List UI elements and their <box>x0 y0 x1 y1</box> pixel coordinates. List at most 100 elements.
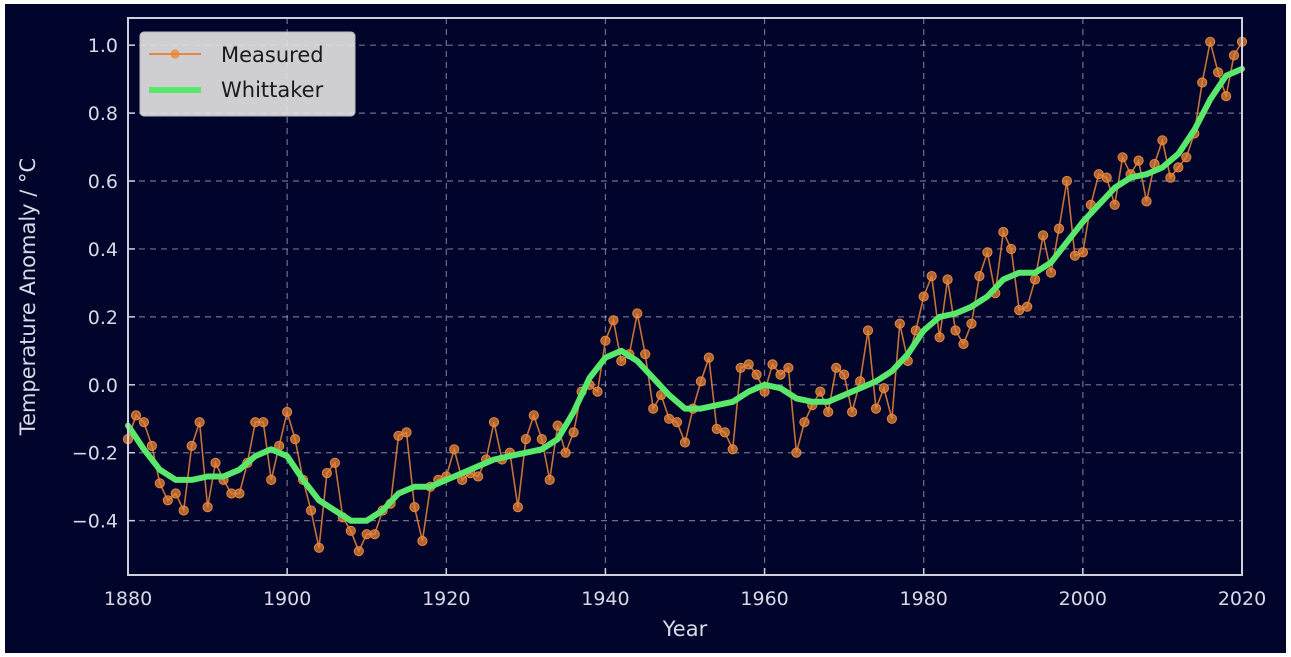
legend-label-measured: Measured <box>221 43 324 67</box>
measured-point <box>831 362 842 373</box>
measured-point <box>409 502 420 513</box>
measured-point <box>727 444 738 455</box>
x-tick-label: 1960 <box>740 588 788 610</box>
measured-point <box>512 502 524 513</box>
measured-point <box>600 335 611 346</box>
measured-point <box>608 315 619 326</box>
legend-label-whittaker: Whittaker <box>221 78 324 102</box>
chart-figure: 1880 1900 1920 1940 1960 1980 2000 2020 −0.4 −0.2… <box>5 4 1286 653</box>
y-tick-label: 1.0 <box>88 35 118 57</box>
measured-point <box>313 542 325 553</box>
measured-point <box>1173 162 1184 173</box>
measured-point <box>894 318 905 329</box>
measured-point <box>743 359 754 370</box>
x-tick-label: 1900 <box>263 588 311 610</box>
measured-point <box>1053 223 1065 234</box>
measured-point <box>695 376 707 387</box>
y-tick-label: −0.4 <box>72 511 118 533</box>
measured-point <box>1045 267 1057 278</box>
measured-point <box>974 271 985 282</box>
measured-point <box>982 247 993 258</box>
measured-point <box>266 474 277 485</box>
measured-series-line <box>127 41 1243 554</box>
measured-point <box>488 417 500 428</box>
measured-point <box>632 308 643 319</box>
measured-point <box>1165 172 1176 183</box>
measured-point <box>1077 247 1089 258</box>
x-tick-label: 1880 <box>104 588 152 610</box>
plot-area-border <box>127 17 1243 576</box>
measured-point <box>998 226 1009 238</box>
measured-point <box>966 318 977 329</box>
measured-point <box>282 406 293 418</box>
measured-point <box>536 434 547 445</box>
measured-point <box>799 417 810 428</box>
measured-point <box>1006 243 1017 255</box>
measured-point <box>170 488 181 499</box>
measured-point <box>258 417 269 428</box>
measured-point <box>775 369 786 380</box>
measured-point <box>417 535 428 547</box>
y-tick-label: 0.6 <box>88 171 118 193</box>
measured-point <box>1109 199 1120 210</box>
axis-ticks: 1880 1900 1920 1940 1960 1980 2000 2020 −0.4 −0.2… <box>72 35 1266 610</box>
measured-point <box>329 457 340 468</box>
measured-point <box>926 271 937 282</box>
measured-point <box>679 437 691 448</box>
measured-point <box>1030 274 1041 285</box>
x-tick-label: 1980 <box>900 588 948 610</box>
measured-point <box>839 369 850 380</box>
measured-point <box>918 291 929 302</box>
measured-point <box>345 525 356 536</box>
measured-point <box>138 417 149 428</box>
measured-point <box>544 474 555 485</box>
measured-point <box>369 529 380 540</box>
x-tick-label: 1920 <box>422 588 470 610</box>
measured-point <box>178 505 189 516</box>
measured-point <box>878 383 890 394</box>
measured-point <box>870 403 882 414</box>
temperature-anomaly-chart: 1880 1900 1920 1940 1960 1980 2000 2020 −0.4 −0.2… <box>16 17 1266 641</box>
legend-entry-measured: Measured <box>149 43 324 67</box>
measured-point <box>942 274 953 285</box>
measured-point <box>162 495 173 506</box>
measured-point <box>616 355 627 367</box>
measured-point <box>648 403 659 414</box>
measured-point <box>1228 50 1240 61</box>
measured-point <box>671 417 683 428</box>
x-tick-label: 2000 <box>1059 588 1107 610</box>
measured-point <box>528 410 539 421</box>
whittaker-series-line <box>125 65 1245 524</box>
measured-point <box>791 447 802 458</box>
measured-point <box>719 427 730 438</box>
measured-point <box>210 457 221 468</box>
y-axis-title: Temperature Anomaly / °C <box>16 158 40 436</box>
measured-point <box>353 546 364 557</box>
measured-point <box>1157 135 1168 146</box>
y-tick-label: −0.2 <box>72 443 118 465</box>
measured-point <box>958 338 969 350</box>
measured-point <box>202 502 213 513</box>
legend: Measured Whittaker <box>139 31 356 117</box>
measured-point <box>130 410 142 421</box>
measured-point <box>1133 155 1144 166</box>
measured-point <box>862 325 874 336</box>
measured-point <box>520 434 532 445</box>
measured-point <box>1197 77 1208 88</box>
y-tick-label: 0.8 <box>88 103 118 125</box>
measured-point <box>886 413 898 424</box>
measured-point <box>1205 36 1216 47</box>
measured-point <box>473 471 484 482</box>
measured-point <box>560 447 571 458</box>
measured-point <box>1213 67 1224 78</box>
measured-point <box>234 488 245 499</box>
measured-point <box>1117 152 1128 163</box>
measured-point <box>1101 172 1112 183</box>
measured-point <box>146 440 157 451</box>
measured-point <box>194 417 205 428</box>
measured-point <box>767 359 778 370</box>
x-axis-title: Year <box>662 617 708 641</box>
measured-point <box>154 478 165 489</box>
x-tick-label: 2020 <box>1218 588 1266 610</box>
measured-point <box>934 332 945 343</box>
